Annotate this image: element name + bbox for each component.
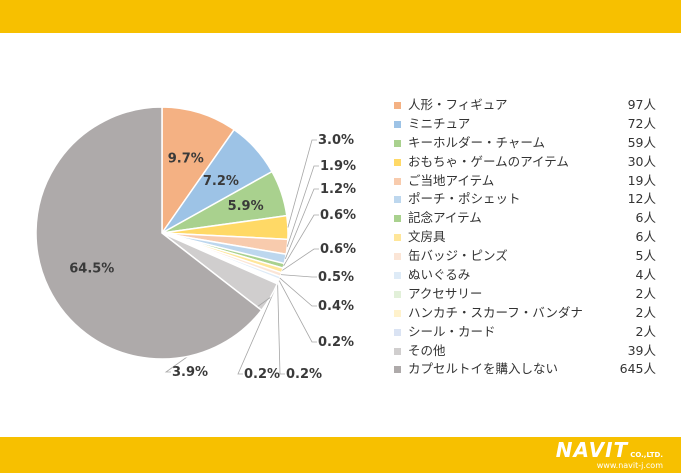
legend-item: おもちゃ・ゲームのアイテム 30人	[394, 153, 670, 172]
legend-swatch	[394, 102, 401, 109]
legend-item: その他 39人	[394, 342, 670, 361]
leader-line	[283, 214, 319, 267]
logo-name: NAVIT	[555, 438, 629, 462]
leader-line	[287, 139, 317, 228]
legend-swatch	[394, 234, 401, 242]
legend-swatch	[394, 328, 401, 336]
legend-swatch	[394, 177, 401, 185]
legend-swatch	[394, 158, 401, 166]
legend-count: 6人	[635, 210, 656, 226]
logo-url: www.navit-j.com	[596, 461, 663, 470]
legend-swatch	[394, 272, 401, 280]
legend-item: アクセサリー 2人	[394, 285, 670, 304]
legend-swatch	[394, 215, 401, 223]
legend-item: カプセルトイを購入しない 645人	[394, 360, 670, 379]
legend-swatch	[394, 120, 401, 128]
pie-slice	[35, 106, 263, 360]
slice-percent-label: 0.6%	[320, 208, 356, 223]
legend-label: おもちゃ・ゲームのアイテム	[408, 153, 569, 169]
legend-item: 人形・フィギュア 97人	[394, 96, 670, 115]
leader-line	[286, 165, 319, 247]
company-logo: NAVIT CO.,LTD. www.navit-j.com	[548, 438, 663, 470]
legend-label: ハンカチ・スカーフ・バンダナ	[408, 304, 583, 320]
legend-label: ミニチュア	[408, 115, 471, 131]
legend-swatch	[394, 196, 401, 204]
legend-item: ハンカチ・スカーフ・バンダナ 2人	[394, 304, 670, 323]
slice-percent-label: 0.5%	[318, 270, 354, 285]
legend-item: シール・カード 2人	[394, 323, 670, 342]
legend-item: ミニチュア 72人	[394, 115, 670, 134]
legend-label: ぬいぐるみ	[408, 267, 471, 283]
leader-line	[282, 248, 319, 271]
legend-label: ポーチ・ポシェット	[408, 191, 521, 207]
slice-percent-label: 0.6%	[320, 242, 356, 257]
legend-item: 缶バッジ・ピンズ 5人	[394, 247, 670, 266]
legend-item: キーホルダー・チャーム 59人	[394, 134, 670, 153]
slice-percent-label: 1.9%	[320, 159, 356, 174]
leader-line	[278, 279, 317, 343]
legend-label: 記念アイテム	[408, 210, 482, 226]
legend-label: キーホルダー・チャーム	[408, 134, 546, 150]
legend-item: ぬいぐるみ 4人	[394, 266, 670, 285]
slice-percent-label: 3.0%	[318, 133, 354, 148]
legend-swatch	[394, 253, 401, 261]
legend-count: 5人	[635, 248, 656, 264]
legend-item: 記念アイテム 6人	[394, 209, 670, 228]
legend-count: 39人	[627, 342, 656, 358]
legend-swatch	[394, 139, 401, 147]
pie-slice	[161, 106, 236, 236]
slice-percent-label: 9.7%	[168, 151, 204, 166]
logo-suffix: CO.,LTD.	[630, 451, 663, 459]
legend-label: 人形・フィギュア	[408, 97, 508, 112]
legend-item: ご当地アイテム 19人	[394, 172, 670, 191]
slice-percent-label: 0.2%	[286, 367, 322, 382]
legend-count: 2人	[635, 304, 656, 320]
legend-item: ポーチ・ポシェット 12人	[394, 190, 670, 209]
slice-percent-label: 3.9%	[172, 365, 208, 380]
legend-count: 4人	[635, 267, 656, 283]
legend-label: カプセルトイを購入しない	[408, 361, 559, 377]
slice-percent-label: 5.9%	[228, 199, 264, 214]
legend-count: 12人	[627, 191, 656, 207]
leader-line	[237, 281, 279, 375]
legend-count: 2人	[635, 285, 656, 301]
leader-line	[277, 282, 285, 375]
slice-percent-label: 7.2%	[203, 174, 239, 189]
slice-percent-label: 0.2%	[244, 367, 280, 382]
legend-count: 645人	[619, 361, 656, 377]
legend-count: 19人	[627, 172, 656, 188]
top-banner	[0, 0, 681, 33]
slice-percent-label: 0.2%	[318, 335, 354, 350]
leader-line	[280, 274, 317, 278]
legend-count: 97人	[627, 97, 656, 112]
legend-count: 6人	[635, 229, 656, 245]
legend-count: 30人	[627, 153, 656, 169]
legend-label: アクセサリー	[408, 285, 483, 301]
bottom-banner	[0, 437, 681, 473]
legend-swatch	[394, 347, 401, 355]
chart-legend: 人形・フィギュア 97人ミニチュア 72人キーホルダー・チャーム 59人おもちゃ・ゲー…	[394, 96, 670, 379]
legend-swatch	[394, 366, 401, 374]
slice-percent-label: 0.4%	[318, 299, 354, 314]
pie-chart: 9.7% 7.2% 5.9% 3.0% 1.9% 1.2% 0.6% 0.6% 0.5% 0.4%…	[35, 106, 356, 382]
legend-swatch	[394, 309, 401, 317]
leader-line	[284, 188, 319, 260]
legend-swatch	[394, 290, 401, 298]
legend-label: シール・カード	[408, 323, 496, 339]
slice-percent-label: 1.2%	[320, 182, 356, 197]
slice-percent-label: 64.5%	[69, 261, 114, 276]
legend-label: 缶バッジ・ピンズ	[408, 248, 508, 264]
legend-label: 文房具	[408, 229, 446, 245]
legend-count: 59人	[627, 134, 656, 150]
legend-label: ご当地アイテム	[408, 172, 495, 188]
legend-count: 72人	[627, 115, 656, 131]
legend-item: 文房具 6人	[394, 228, 670, 247]
leader-line	[279, 277, 317, 307]
legend-count: 2人	[635, 323, 656, 339]
legend-label: その他	[408, 342, 446, 358]
